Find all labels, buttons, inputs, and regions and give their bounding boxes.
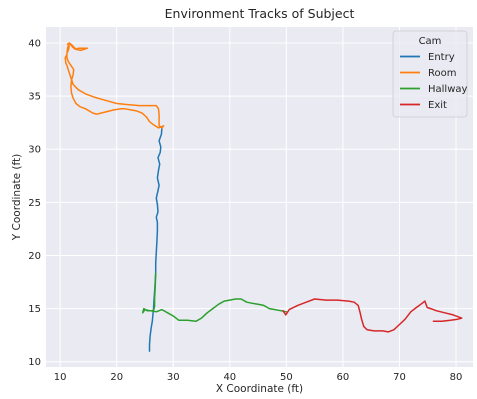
legend-entries: Entry Room Hallway Exit: [400, 52, 468, 111]
chart-title: Environment Tracks of Subject: [165, 6, 355, 21]
x-tick-label: 20: [110, 372, 123, 383]
y-tick-label: 35: [28, 92, 41, 103]
y-tick-label: 10: [28, 357, 41, 368]
y-tick-label: 20: [28, 251, 41, 262]
legend-box: [392, 30, 468, 118]
x-tick-label: 70: [393, 372, 406, 383]
y-tick-label: 25: [28, 198, 41, 209]
series-line-room: [64, 42, 165, 129]
x-tick-label: 80: [450, 372, 463, 383]
x-tick-label: 50: [280, 372, 293, 383]
y-tick-label: 40: [28, 38, 41, 49]
legend: Cam Entry Room Hallway Exit: [392, 30, 468, 118]
x-tick-label: 40: [223, 372, 236, 383]
y-tick-label: 30: [28, 145, 41, 156]
grid: [46, 27, 473, 367]
legend-label-exit: Exit: [428, 100, 447, 111]
legend-title: Cam: [419, 36, 442, 47]
x-axis-ticks: 10 20 30 40 50 60 70 80: [54, 372, 463, 383]
x-tick-label: 10: [54, 372, 67, 383]
y-tick-label: 15: [28, 304, 41, 315]
legend-label-hallway: Hallway: [428, 84, 468, 95]
series-line-entry: [148, 127, 163, 352]
y-axis-ticks: 10 15 20 25 30 35 40: [28, 38, 41, 368]
legend-label-entry: Entry: [428, 52, 455, 63]
x-tick-label: 60: [337, 372, 350, 383]
series-line-exit: [282, 298, 463, 333]
y-axis-label: Y Coordinate (ft): [11, 154, 23, 241]
legend-label-room: Room: [428, 68, 456, 79]
x-tick-label: 30: [167, 372, 180, 383]
series-line-hallway: [141, 272, 288, 323]
x-axis-label: X Coordinate (ft): [216, 383, 303, 395]
series-lines: [64, 42, 463, 352]
